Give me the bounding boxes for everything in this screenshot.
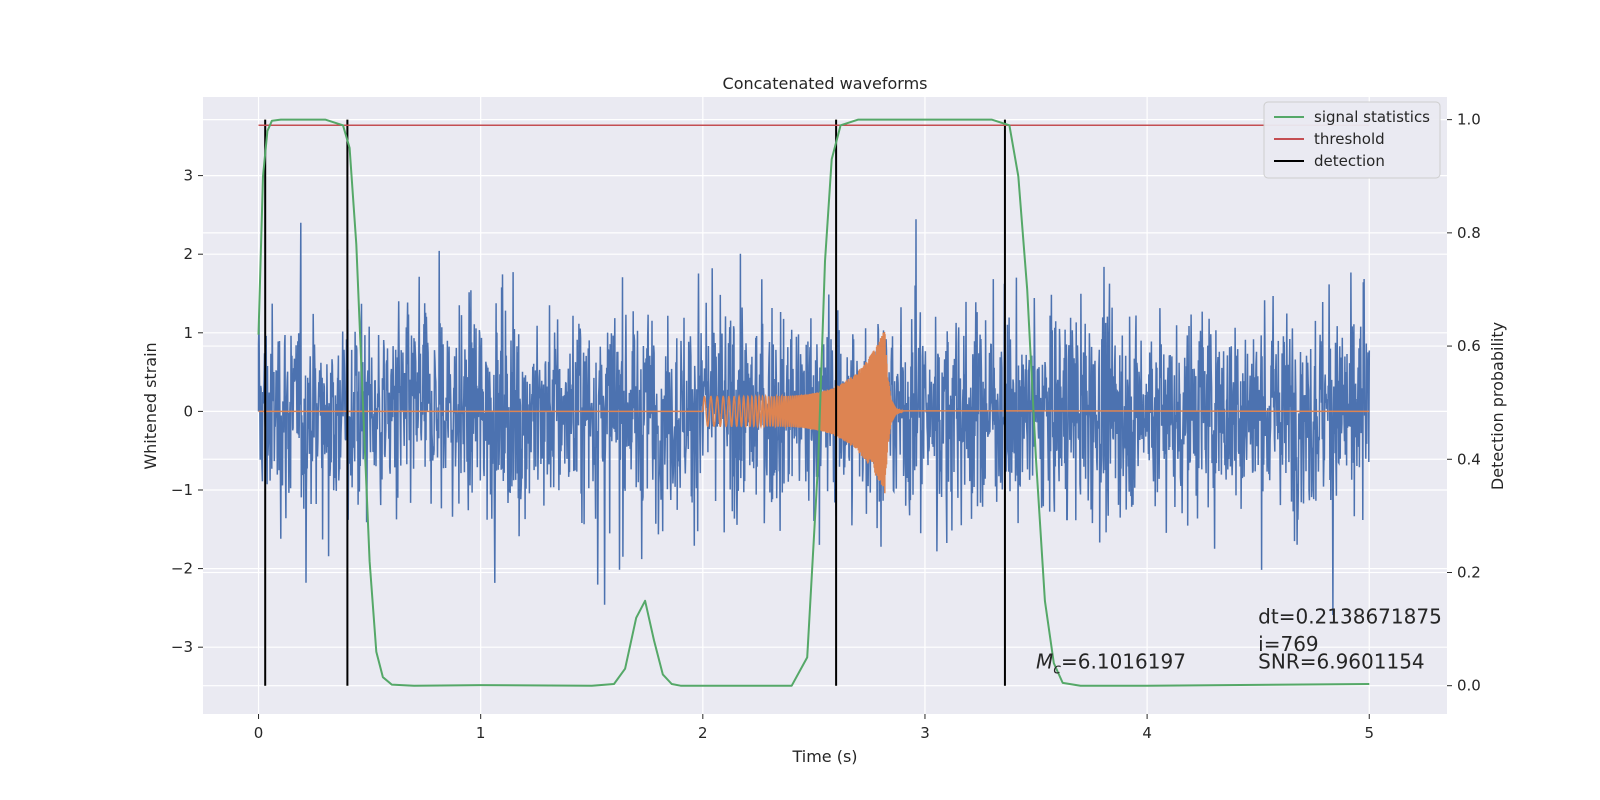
probability-series — [257, 118, 1370, 687]
annotation: Mc=6.1016197 — [1036, 649, 1186, 677]
y2-tick-label: 0.0 — [1457, 677, 1481, 695]
legend-entry: signal statistics — [1314, 108, 1430, 126]
y2-tick-label: 0.6 — [1457, 337, 1481, 355]
y-tick-label: −1 — [171, 481, 193, 499]
strain-noise-line — [257, 219, 1371, 616]
y-tick-label: 3 — [183, 167, 193, 185]
y-tick-label: 0 — [183, 402, 193, 420]
y2-tick-label: 0.8 — [1457, 224, 1481, 242]
annotation-subscript: c — [1053, 661, 1061, 677]
x-tick-label: 4 — [1142, 724, 1152, 742]
axis-ticks: 0 1 2 3 4 5 3 2 1 0 −1 −2 −3 1.0 0.8 0.6 0.4 0.2 0.0 — [171, 111, 1481, 742]
y2-axis-label: Detection probability — [1488, 322, 1507, 490]
chirp-waveform-series — [258, 331, 1370, 494]
annotation: SNR=6.9601154 — [1258, 649, 1424, 673]
y2-tick-label: 1.0 — [1457, 111, 1481, 129]
annotation-value: =6.1016197 — [1061, 649, 1186, 673]
legend-entry: detection — [1314, 152, 1385, 170]
chart-title: Concatenated waveforms — [723, 74, 928, 93]
strain-noise-series — [257, 219, 1371, 616]
legend-box — [1263, 101, 1441, 179]
y-tick-label: −3 — [171, 638, 193, 656]
y-tick-label: 2 — [183, 245, 193, 263]
x-tick-label: 1 — [476, 724, 486, 742]
x-tick-label: 0 — [254, 724, 264, 742]
x-tick-label: 5 — [1364, 724, 1374, 742]
y-axis-label: Whitened strain — [141, 342, 160, 469]
y2-tick-label: 0.4 — [1457, 450, 1481, 468]
legend: signal statistics threshold detection — [1263, 101, 1441, 179]
signal-statistics-line — [257, 118, 1370, 687]
annotation: dt=0.2138671875 — [1258, 605, 1442, 629]
annotation-symbol: M — [1036, 649, 1053, 673]
y-tick-label: 1 — [183, 324, 193, 342]
y-tick-label: −2 — [171, 560, 193, 578]
x-axis-label: Time (s) — [791, 747, 857, 766]
chirp-waveform-line — [258, 331, 1370, 494]
x-tick-label: 3 — [920, 724, 930, 742]
x-tick-label: 2 — [698, 724, 708, 742]
legend-entry: threshold — [1314, 130, 1385, 148]
y2-tick-label: 0.2 — [1457, 563, 1481, 581]
annotation: i=769 — [1258, 632, 1319, 656]
